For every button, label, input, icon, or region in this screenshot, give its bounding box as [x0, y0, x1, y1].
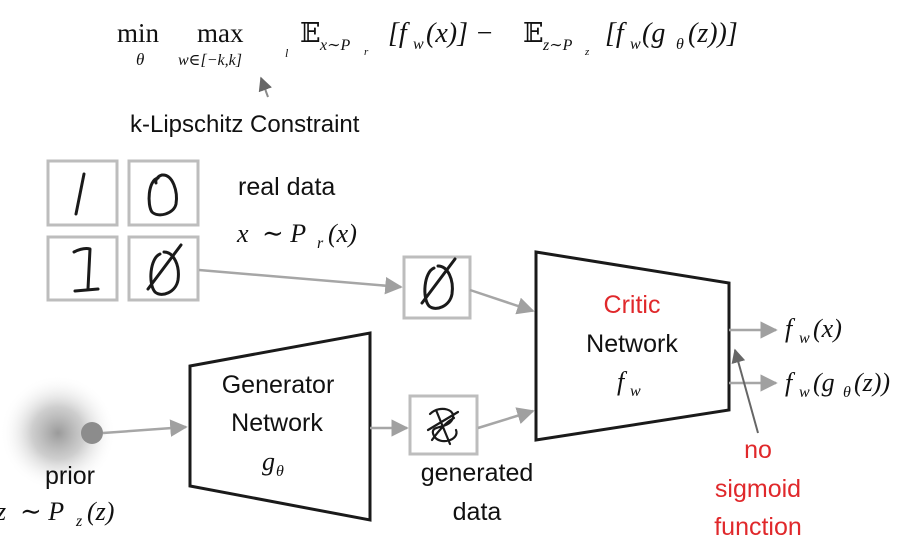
output-real-sub: w: [799, 330, 810, 347]
output-fake-f: f: [785, 368, 796, 397]
real-to-sample-arrow: [198, 268, 403, 295]
prior-sample-dot: [81, 422, 103, 444]
formula-e2-sub: z∼P: [542, 37, 573, 54]
formula-term-1-rest: (x)] −: [426, 18, 494, 49]
formula-term-2-mid-sub: θ: [676, 36, 684, 53]
note-line-3: function: [714, 513, 802, 541]
formula-term-2-mid: (g: [642, 18, 665, 49]
prior-glow: [0, 375, 116, 491]
prior-dist-sub: z: [75, 513, 83, 530]
prior-dist-sim: ∼ P: [20, 497, 64, 526]
formula-min: min: [117, 18, 160, 48]
note-line-2: sigmoid: [715, 475, 801, 503]
generated-to-critic-arrow: [477, 407, 535, 430]
generator-symbol-sub: θ: [276, 463, 284, 480]
prior-to-generator-arrow: [102, 419, 188, 437]
prior-dist-z: z: [0, 497, 6, 526]
no-sigmoid-note: no sigmoid function: [714, 436, 802, 541]
real-to-critic-arrow: [469, 288, 535, 315]
output-fake-rest: (z)): [854, 368, 890, 397]
formula-max: max: [197, 18, 244, 48]
formula-term-1: [f: [388, 18, 410, 49]
formula-e1-sub: x∼P: [319, 37, 351, 54]
formula-e1-sub-sub: r: [364, 46, 369, 58]
formula-e2-sub-sub: z: [584, 46, 590, 58]
formula-term-2-sub: w: [630, 36, 641, 53]
generator-symbol-g: g: [262, 447, 275, 476]
formula-min-sub: θ: [136, 50, 144, 69]
real-dist-x: x: [236, 219, 249, 248]
critic-label: Critic: [604, 291, 661, 319]
formula-term-1-sub: w: [413, 36, 424, 53]
generator-network-label: Network: [231, 409, 323, 437]
generated-label: generated: [421, 459, 534, 487]
no-sigmoid-arrow: [731, 348, 759, 434]
output-real-f: f: [785, 314, 796, 343]
output-labels: f w (x) f w (g θ (z)): [785, 314, 890, 401]
formula-expectation-1: 𝔼: [300, 18, 321, 48]
generator-label: Generator: [222, 371, 335, 399]
note-line-1: no: [744, 436, 772, 464]
formula-term-2: [f: [605, 18, 627, 49]
prior-distribution: z ∼ P z (z): [0, 497, 114, 530]
critic-network-shape: [534, 250, 731, 442]
constraint-label: k-Lipschitz Constraint: [130, 111, 360, 138]
digit-one-b-stroke: [72, 247, 100, 293]
generator-symbol: g θ: [262, 447, 284, 480]
prior-label: prior: [45, 462, 95, 490]
formula-max-sub: w∈[−k,k]: [178, 52, 242, 69]
real-dist-sub: r: [317, 235, 324, 252]
output-fake-sub: w: [799, 384, 810, 401]
prior-dist-rest: (z): [87, 497, 114, 526]
digit-box-1: [46, 159, 119, 227]
digit-one-stroke: [74, 172, 86, 216]
generated-data-label: data: [453, 498, 502, 526]
generated-sample-scribble: [426, 407, 460, 446]
formula-expectation-2: 𝔼: [523, 18, 544, 48]
constraint-arrow: [258, 76, 272, 98]
formula-max-sub-sup: l: [285, 46, 289, 60]
real-data-grid: [46, 159, 200, 302]
digit-zero-b-stroke: [146, 243, 183, 296]
generator-network-shape: [188, 331, 372, 522]
real-dist-sim: ∼ P: [262, 219, 306, 248]
critic-symbol-f: f: [617, 367, 628, 396]
output-fake-mid: (g: [813, 368, 835, 397]
real-dist-rest: (x): [328, 219, 357, 248]
real-sample-digit: [420, 257, 457, 310]
real-data-distribution: x ∼ P r (x): [236, 219, 357, 252]
output-real-rest: (x): [813, 314, 842, 343]
critic-symbol-sub: w: [630, 383, 641, 400]
objective-formula: min θ max w∈[−k,k] l 𝔼 x∼P r [f w (x)] −…: [117, 18, 738, 69]
real-digits: [72, 172, 183, 296]
formula-term-2-rest: (z))]: [688, 18, 738, 49]
critic-symbol: f w: [617, 367, 641, 400]
digit-zero-stroke: [147, 173, 178, 217]
output-fake-mid-sub: θ: [843, 384, 851, 401]
real-data-label: real data: [238, 173, 335, 201]
critic-network-label: Network: [586, 330, 678, 358]
